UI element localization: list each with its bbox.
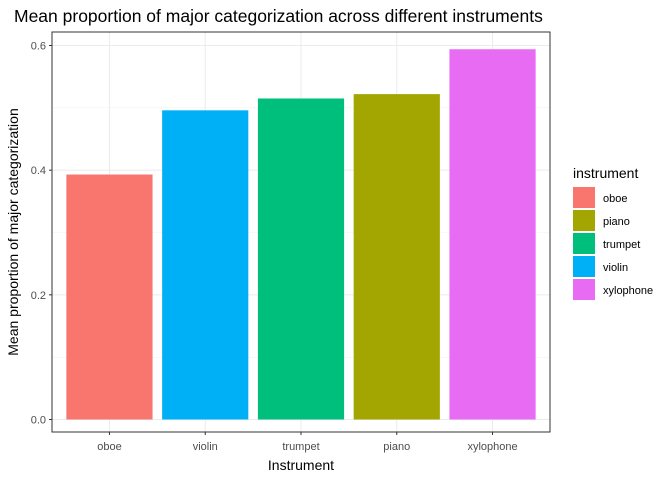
x-tick-label-oboe: oboe <box>97 441 121 453</box>
legend-label-trumpet: trumpet <box>603 239 640 251</box>
x-tick-label-violin: violin <box>193 441 218 453</box>
x-tick-label-trumpet: trumpet <box>282 441 319 453</box>
legend: instrument oboe piano trumpet violin xylopho… <box>573 165 653 300</box>
y-tick-label: 0.6 <box>31 41 46 53</box>
legend-key-violin <box>573 256 595 277</box>
chart-title: Mean proportion of major categorization … <box>14 6 543 26</box>
legend-key-oboe <box>573 187 595 208</box>
legend-label-xylophone: xylophone <box>603 285 653 297</box>
legend-key-xylophone <box>573 279 595 300</box>
y-tick-label: 0.4 <box>31 165 46 177</box>
bar-piano <box>353 94 440 420</box>
legend-label-oboe: oboe <box>603 193 627 205</box>
y-axis-title: Mean proportion of major categorization <box>5 108 21 355</box>
legend-label-violin: violin <box>603 262 628 274</box>
x-axis: oboe violin trumpet piano xylophone <box>97 432 518 453</box>
legend-key-piano <box>573 210 595 231</box>
bar-oboe <box>66 174 153 420</box>
bars <box>66 49 536 420</box>
legend-title: instrument <box>573 165 638 181</box>
bar-trumpet <box>257 98 345 420</box>
legend-key-trumpet <box>573 233 595 254</box>
y-tick-label: 0.2 <box>31 290 46 302</box>
plot-area <box>51 31 551 433</box>
legend-label-piano: piano <box>603 216 630 228</box>
y-axis: 0.0 0.2 0.4 0.6 <box>31 41 52 427</box>
x-tick-label-xylophone: xylophone <box>467 441 517 453</box>
y-tick-label: 0.0 <box>31 415 46 427</box>
x-tick-label-piano: piano <box>383 441 410 453</box>
bar-xylophone <box>449 49 536 420</box>
x-axis-title: Instrument <box>268 457 334 473</box>
bar-violin <box>162 110 249 420</box>
